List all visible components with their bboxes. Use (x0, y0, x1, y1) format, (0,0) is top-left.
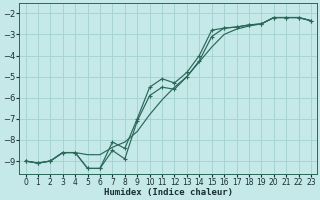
X-axis label: Humidex (Indice chaleur): Humidex (Indice chaleur) (104, 188, 233, 197)
